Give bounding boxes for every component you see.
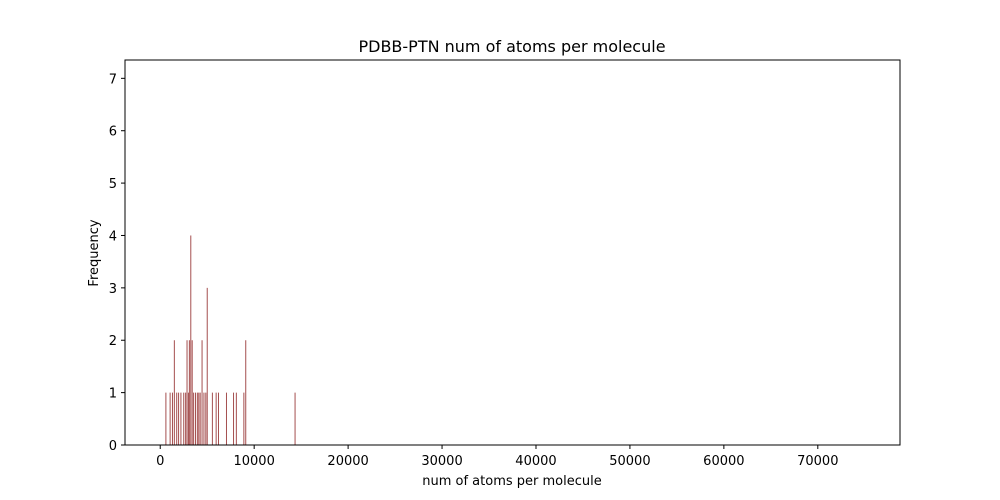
histogram-bar — [203, 392, 205, 445]
histogram-bar — [186, 340, 188, 445]
bars-group — [165, 235, 296, 445]
histogram-bar — [178, 392, 180, 445]
x-tick-label: 70000 — [797, 454, 838, 469]
y-tick-label: 5 — [109, 177, 117, 192]
x-tick-label: 0 — [156, 454, 164, 469]
histogram-bar — [194, 392, 196, 445]
histogram-bar — [245, 340, 247, 445]
y-tick-label: 3 — [109, 282, 117, 297]
y-tick-label: 4 — [109, 229, 117, 244]
x-tick-label: 50000 — [609, 454, 650, 469]
chart-title: PDBB-PTN num of atoms per molecule — [358, 37, 665, 56]
x-tick-label: 10000 — [233, 454, 274, 469]
histogram-bar — [180, 392, 182, 445]
histogram-bar — [173, 340, 175, 445]
x-tick-label: 40000 — [515, 454, 556, 469]
y-axis-title: Frequency — [87, 219, 102, 286]
histogram-bar — [196, 392, 198, 445]
histogram-bar — [218, 392, 219, 445]
y-tick-label: 2 — [109, 334, 117, 349]
histogram-bar — [165, 392, 167, 445]
histogram-bar — [205, 392, 207, 445]
histogram-bar — [169, 392, 171, 445]
histogram-bar — [235, 392, 237, 445]
histogram-bar — [171, 392, 173, 445]
x-tick-label: 60000 — [703, 454, 744, 469]
y-tick-label: 7 — [109, 72, 117, 87]
histogram-bar — [191, 340, 193, 445]
plot-frame — [124, 59, 901, 446]
x-tick-label: 20000 — [327, 454, 368, 469]
histogram-bar — [201, 340, 203, 445]
histogram-bar — [225, 392, 227, 445]
histogram-bar — [176, 392, 178, 445]
histogram-bar — [215, 392, 217, 445]
y-tick-label: 0 — [109, 439, 117, 454]
histogram-bar — [199, 392, 201, 445]
histogram-bar — [185, 392, 187, 445]
histogram-bar — [233, 392, 235, 445]
y-tick-label: 1 — [109, 387, 117, 402]
histogram-bar — [190, 235, 192, 445]
histogram-bar — [183, 392, 185, 445]
histogram-bar — [211, 392, 213, 445]
histogram-bar — [206, 287, 208, 445]
histogram-bar — [294, 392, 296, 445]
x-axis-title: num of atoms per molecule — [422, 474, 601, 489]
histogram-bar — [187, 392, 189, 445]
histogram-bar — [198, 392, 200, 445]
histogram-bar — [188, 340, 190, 445]
histogram-bar — [193, 392, 195, 445]
y-tick-label: 6 — [109, 125, 117, 140]
x-axis-ticks: 0 10000 20000 30000 40000 50000 60000 70000 — [156, 445, 838, 469]
x-tick-label: 30000 — [421, 454, 462, 469]
histogram-bar — [243, 392, 245, 445]
y-axis-ticks: 0 1 2 3 4 5 6 7 — [109, 72, 125, 454]
